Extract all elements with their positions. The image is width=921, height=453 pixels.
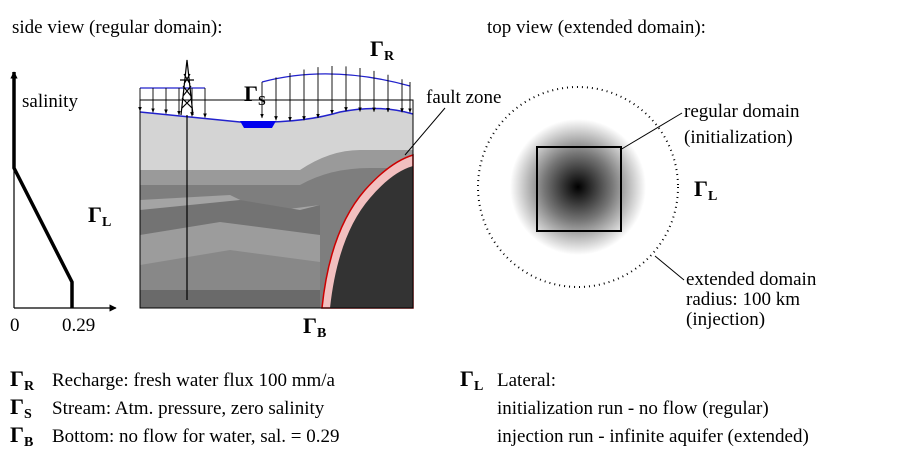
salinity-field: [510, 119, 646, 255]
regular-label: regular domain: [684, 101, 800, 122]
gamma-l: ΓL: [694, 176, 717, 204]
legend-text: Bottom: no flow for water, sal. = 0.29: [52, 426, 340, 447]
gamma-r: ΓR: [370, 36, 395, 64]
symbol: Γ: [10, 422, 24, 447]
symbol: Γ: [10, 366, 24, 391]
leader: [619, 112, 683, 151]
profile: [12, 72, 74, 308]
legend-text: Recharge: fresh water flux 100 mm/a: [52, 370, 336, 391]
legend-symbol: ΓR: [10, 366, 35, 394]
leader: [654, 255, 685, 281]
legend-symbol: ΓS: [10, 394, 32, 422]
axis-label: salinity: [22, 91, 78, 112]
subscript: L: [474, 379, 483, 394]
extended-domain: [477, 86, 679, 288]
regular-domain: [536, 146, 622, 232]
legend-symbol: ΓL: [460, 366, 483, 394]
extended-label: radius: 100 km: [686, 289, 800, 310]
leader: [404, 107, 446, 156]
tick-label: 0.29: [62, 315, 95, 336]
gamma-l: ΓL: [88, 202, 111, 230]
legend-text: initialization run - no flow (regular): [497, 398, 769, 419]
extended-label: extended domain: [686, 269, 817, 290]
top-title: top view (extended domain):: [487, 17, 706, 38]
tick-label: 0: [10, 315, 20, 336]
side-title: side view (regular domain):: [12, 17, 223, 38]
extended-label: (injection): [686, 309, 765, 330]
fault-label: fault zone: [426, 87, 501, 108]
gamma-b: ΓB: [303, 313, 326, 341]
legend-symbol: ΓB: [10, 422, 33, 450]
subscript: S: [24, 407, 32, 422]
legend: ΓR Recharge: fresh water flux 100 mm/aΓS S…: [10, 366, 809, 450]
subscript: R: [24, 379, 35, 394]
legend-text: injection run - infinite aquifer (extend…: [497, 426, 809, 447]
symbol: Γ: [460, 366, 474, 391]
cross-section: [138, 59, 414, 309]
gamma-s: ΓS: [244, 81, 266, 109]
legend-text: Stream: Atm. pressure, zero salinity: [52, 398, 325, 419]
symbol: Γ: [10, 394, 24, 419]
subscript: B: [24, 435, 33, 450]
regular-label: (initialization): [684, 127, 793, 148]
legend-text: Lateral:: [497, 370, 556, 391]
